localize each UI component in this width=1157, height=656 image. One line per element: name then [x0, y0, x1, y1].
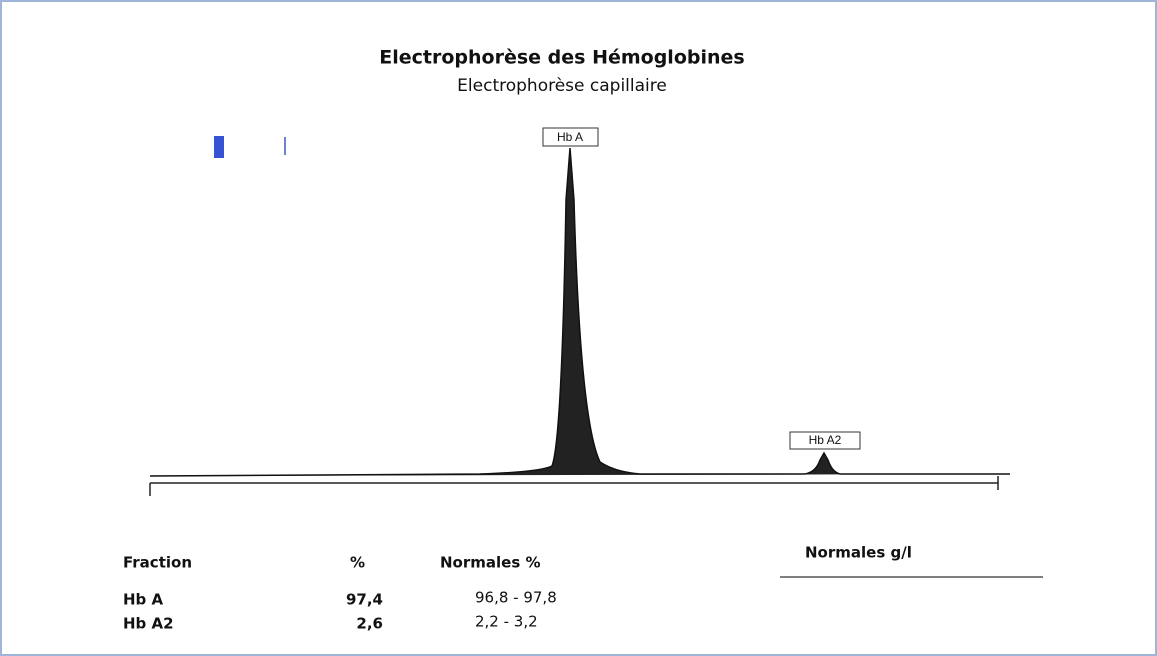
cell: Hb A: [123, 591, 164, 609]
cell: 2,2 - 3,2: [475, 613, 538, 631]
peak-label: Hb A2: [809, 433, 842, 447]
title: Electrophorèse des Hémoglobines: [379, 47, 744, 69]
column-header: Normales %: [440, 554, 541, 572]
document: Electrophorèse des Hémoglobines Electrop…: [0, 0, 1157, 656]
column-header: Fraction: [123, 554, 192, 572]
page: Electrophorèse des Hémoglobines Electrop…: [0, 0, 1157, 656]
cell: 97,4: [346, 591, 383, 609]
gel-mark: [284, 137, 286, 155]
cell: 96,8 - 97,8: [475, 589, 557, 607]
column-header: Normales g/l: [805, 544, 912, 562]
electropherogram: [150, 148, 1010, 476]
cell: 2,6: [356, 615, 383, 633]
column-header: %: [350, 554, 365, 572]
peak-label: Hb A: [557, 130, 583, 144]
subtitle: Electrophorèse capillaire: [457, 76, 667, 96]
gel-band: [214, 136, 224, 158]
cell: Hb A2: [123, 615, 174, 633]
